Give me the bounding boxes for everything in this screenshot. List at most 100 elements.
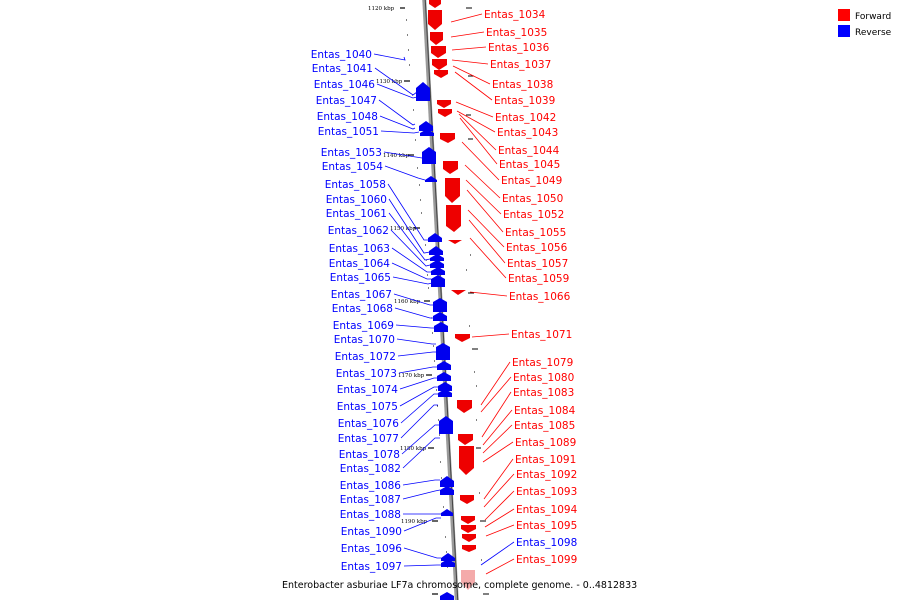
reverse-gene-arrow[interactable] — [440, 592, 454, 600]
forward-gene-arrow[interactable] — [440, 133, 455, 143]
reverse-gene-arrow[interactable] — [441, 559, 455, 567]
forward-gene-arrow[interactable] — [460, 495, 474, 504]
reverse-gene-arrow[interactable] — [430, 254, 444, 261]
reverse-gene-label[interactable]: Entas_1048 — [317, 111, 378, 123]
reverse-gene-arrow[interactable] — [439, 416, 453, 434]
forward-gene-arrow[interactable] — [457, 400, 472, 413]
reverse-gene-label[interactable]: Entas_1061 — [326, 208, 387, 220]
reverse-gene-arrow[interactable] — [433, 312, 447, 321]
forward-gene-arrow[interactable] — [438, 109, 452, 117]
forward-gene-arrow[interactable] — [429, 0, 441, 8]
reverse-gene-label[interactable]: Entas_1087 — [340, 494, 401, 506]
reverse-gene-label[interactable]: Entas_1067 — [331, 289, 392, 301]
forward-gene-arrow[interactable] — [462, 545, 476, 552]
forward-gene-label[interactable]: Entas_1084 — [514, 405, 576, 417]
forward-gene-label[interactable]: Entas_1045 — [499, 159, 560, 171]
reverse-gene-label[interactable]: Entas_1098 — [516, 537, 577, 549]
reverse-gene-label[interactable]: Entas_1046 — [314, 79, 376, 91]
reverse-gene-label[interactable]: Entas_1072 — [335, 351, 396, 363]
reverse-gene-arrow[interactable] — [429, 246, 443, 255]
forward-gene-label[interactable]: Entas_1036 — [488, 42, 550, 54]
reverse-gene-label[interactable]: Entas_1065 — [330, 272, 391, 284]
forward-gene-arrow[interactable] — [434, 70, 448, 78]
forward-gene-label[interactable]: Entas_1056 — [506, 242, 568, 254]
reverse-gene-arrow[interactable] — [433, 298, 447, 312]
reverse-gene-arrow[interactable] — [431, 275, 445, 287]
forward-gene-label[interactable]: Entas_1089 — [515, 437, 576, 449]
reverse-gene-label[interactable]: Entas_1082 — [340, 463, 401, 475]
forward-gene-arrow[interactable] — [430, 32, 443, 45]
forward-gene-arrow[interactable] — [446, 205, 461, 232]
reverse-gene-arrow[interactable] — [438, 382, 452, 391]
forward-gene-arrow[interactable] — [461, 570, 475, 590]
reverse-gene-label[interactable]: Entas_1051 — [318, 126, 379, 138]
forward-gene-arrow[interactable] — [443, 161, 458, 174]
forward-gene-arrow[interactable] — [461, 516, 475, 524]
reverse-gene-label[interactable]: Entas_1077 — [338, 433, 399, 445]
reverse-gene-label[interactable]: Entas_1069 — [333, 320, 394, 332]
forward-gene-arrow[interactable] — [432, 59, 447, 70]
reverse-gene-label[interactable]: Entas_1064 — [329, 258, 391, 270]
forward-gene-arrow[interactable] — [445, 178, 460, 203]
reverse-gene-label[interactable]: Entas_1068 — [332, 303, 393, 315]
forward-gene-label[interactable]: Entas_1055 — [505, 227, 566, 239]
reverse-gene-arrow[interactable] — [434, 322, 448, 332]
reverse-gene-arrow[interactable] — [441, 509, 453, 516]
reverse-gene-label[interactable]: Entas_1073 — [336, 368, 397, 380]
forward-gene-label[interactable]: Entas_1066 — [509, 291, 571, 303]
reverse-gene-arrow[interactable] — [440, 486, 454, 495]
reverse-gene-label[interactable]: Entas_1090 — [341, 526, 402, 538]
forward-gene-label[interactable]: Entas_1093 — [516, 486, 577, 498]
reverse-gene-label[interactable]: Entas_1074 — [337, 384, 399, 396]
reverse-gene-arrow[interactable] — [419, 121, 433, 131]
reverse-gene-label[interactable]: Entas_1070 — [334, 334, 395, 346]
forward-gene-label[interactable]: Entas_1043 — [497, 127, 558, 139]
forward-gene-arrow[interactable] — [455, 334, 470, 342]
forward-gene-label[interactable]: Entas_1050 — [502, 193, 563, 205]
reverse-gene-label[interactable]: Entas_1076 — [338, 418, 400, 430]
reverse-gene-arrow[interactable] — [438, 389, 452, 397]
forward-gene-label[interactable]: Entas_1071 — [511, 329, 572, 341]
forward-gene-label[interactable]: Entas_1052 — [503, 209, 564, 221]
forward-gene-label[interactable]: Entas_1044 — [498, 145, 560, 157]
forward-gene-label[interactable]: Entas_1035 — [486, 27, 547, 39]
forward-gene-label[interactable]: Entas_1057 — [507, 258, 568, 270]
reverse-gene-label[interactable]: Entas_1054 — [322, 161, 384, 173]
forward-gene-label[interactable]: Entas_1092 — [516, 469, 577, 481]
reverse-gene-label[interactable]: Entas_1075 — [337, 401, 398, 413]
forward-gene-label[interactable]: Entas_1038 — [492, 79, 553, 91]
reverse-gene-arrow[interactable] — [428, 233, 442, 242]
reverse-gene-arrow[interactable] — [420, 129, 434, 136]
reverse-gene-arrow[interactable] — [416, 82, 430, 101]
reverse-gene-arrow[interactable] — [441, 553, 455, 561]
reverse-gene-arrow[interactable] — [422, 147, 436, 164]
reverse-gene-label[interactable]: Entas_1078 — [339, 449, 400, 461]
forward-gene-arrow[interactable] — [459, 446, 474, 475]
forward-gene-label[interactable]: Entas_1080 — [513, 372, 574, 384]
forward-gene-arrow[interactable] — [431, 46, 446, 58]
forward-gene-label[interactable]: Entas_1059 — [508, 273, 569, 285]
reverse-gene-arrow[interactable] — [431, 267, 445, 275]
reverse-gene-arrow[interactable] — [425, 176, 437, 182]
forward-gene-label[interactable]: Entas_1049 — [501, 175, 562, 187]
reverse-gene-label[interactable]: Entas_1041 — [312, 63, 373, 75]
reverse-gene-label[interactable]: Entas_1060 — [326, 194, 387, 206]
forward-gene-label[interactable]: Entas_1039 — [494, 95, 555, 107]
reverse-gene-label[interactable]: Entas_1096 — [341, 543, 403, 555]
reverse-gene-label[interactable]: Entas_1086 — [340, 480, 402, 492]
reverse-gene-label[interactable]: Entas_1097 — [341, 561, 402, 573]
reverse-gene-arrow[interactable] — [430, 260, 444, 268]
reverse-gene-label[interactable]: Entas_1047 — [316, 95, 377, 107]
reverse-gene-label[interactable]: Entas_1058 — [325, 179, 386, 191]
forward-gene-label[interactable]: Entas_1079 — [512, 357, 573, 369]
forward-gene-arrow[interactable] — [458, 434, 473, 445]
forward-gene-label[interactable]: Entas_1034 — [484, 9, 546, 21]
reverse-gene-label[interactable]: Entas_1040 — [311, 49, 372, 61]
reverse-gene-label[interactable]: Entas_1062 — [328, 225, 389, 237]
reverse-gene-arrow[interactable] — [440, 476, 454, 487]
forward-gene-arrow[interactable] — [451, 290, 466, 295]
forward-gene-label[interactable]: Entas_1083 — [513, 387, 574, 399]
reverse-gene-label[interactable]: Entas_1063 — [329, 243, 390, 255]
forward-gene-arrow[interactable] — [462, 534, 476, 542]
forward-gene-label[interactable]: Entas_1091 — [515, 454, 576, 466]
